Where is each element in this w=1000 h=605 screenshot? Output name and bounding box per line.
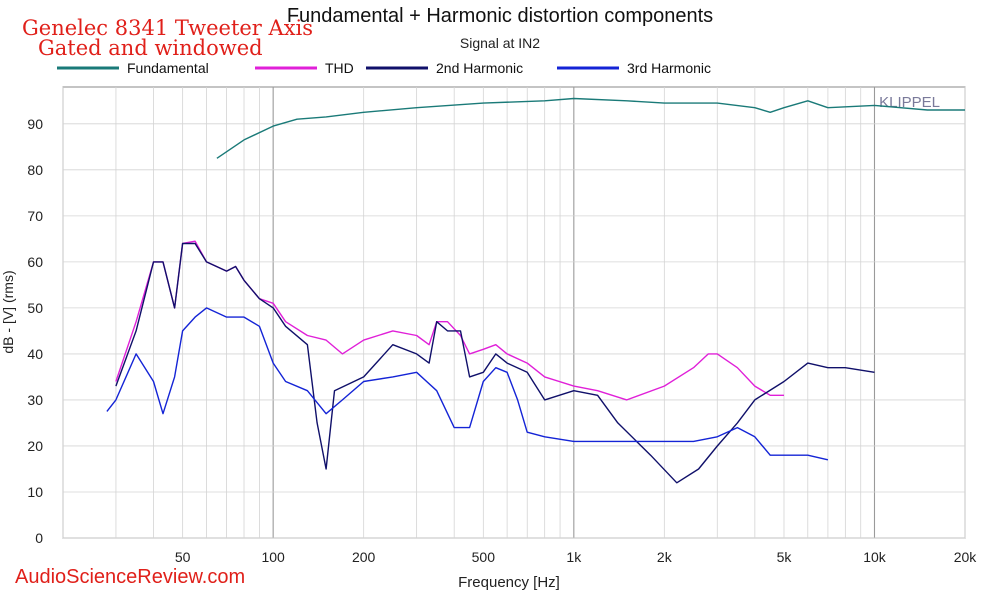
y-axis-label: dB - [V] (rms) — [0, 270, 16, 353]
y-tick-label: 30 — [27, 392, 43, 408]
y-tick-label: 10 — [27, 484, 43, 500]
x-tick-label: 5k — [777, 549, 793, 565]
x-tick-label: 500 — [472, 549, 496, 565]
y-tick-label: 90 — [27, 116, 43, 132]
legend-label: THD — [325, 60, 354, 76]
legend-label: 3rd Harmonic — [627, 60, 711, 76]
y-tick-label: 50 — [27, 300, 43, 316]
x-tick-label: 2k — [657, 549, 673, 565]
x-tick-label: 100 — [261, 549, 285, 565]
legend-label: 2nd Harmonic — [436, 60, 523, 76]
series-line-2nd-harmonic — [115, 242, 875, 484]
y-tick-label: 40 — [27, 346, 43, 362]
y-tick-label: 80 — [27, 162, 43, 178]
overlay-title-line2: Gated and windowed — [38, 36, 263, 60]
y-tick-label: 60 — [27, 254, 43, 270]
y-tick-label: 0 — [35, 530, 43, 546]
y-tick-label: 70 — [27, 208, 43, 224]
series-line-3rd-harmonic — [106, 307, 829, 461]
x-tick-label: 50 — [175, 549, 191, 565]
x-tick-label: 200 — [352, 549, 376, 565]
legend-label: Fundamental — [127, 60, 209, 76]
x-tick-label: 20k — [954, 549, 978, 565]
chart-subtitle: Signal at IN2 — [460, 35, 540, 51]
y-tick-label: 20 — [27, 438, 43, 454]
series-line-fundamental — [216, 97, 965, 159]
chart-title: Fundamental + Harmonic distortion compon… — [287, 5, 713, 27]
overlay-title-line1: Genelec 8341 Tweeter Axis — [22, 16, 314, 40]
x-tick-label: 10k — [863, 549, 887, 565]
x-axis-label: Frequency [Hz] — [458, 574, 560, 591]
x-tick-label: 1k — [566, 549, 582, 565]
watermark: AudioScienceReview.com — [15, 566, 246, 588]
plot-area — [62, 86, 966, 539]
